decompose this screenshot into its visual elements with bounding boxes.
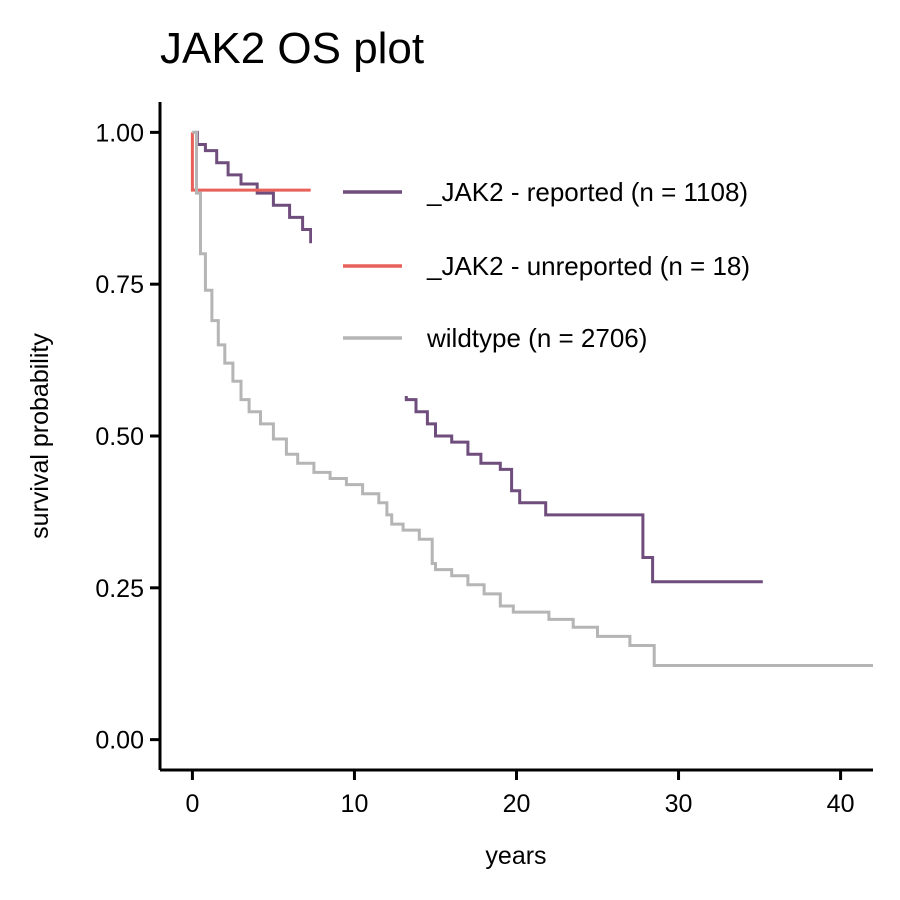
y-tick-label: 0.75 [95, 271, 144, 299]
x-tick-label: 20 [503, 790, 531, 818]
y-axis-title: survival probability [26, 333, 54, 539]
survival-curve-1 [192, 130, 763, 584]
chart-title: JAK2 OS plot [160, 24, 424, 73]
legend: _JAK2 - reported (n = 1108) _JAK2 - unrep… [312, 150, 852, 396]
x-tick-label: 0 [185, 790, 199, 818]
survival-curve-2 [190, 132, 311, 192]
y-tick-label: 1.00 [95, 119, 144, 147]
x-tick-label: 40 [827, 790, 855, 818]
legend-label: _JAK2 - unreported (n = 18) [426, 251, 750, 281]
y-tick-label: 0.50 [95, 423, 144, 451]
axes: 0.00 0.25 0.50 0.75 1.00 0 10 20 30 40 [95, 102, 873, 818]
x-axis-title: years [485, 842, 546, 870]
y-tick-label: 0.25 [95, 575, 144, 603]
y-tick-label: 0.00 [95, 727, 144, 755]
x-tick-label: 30 [665, 790, 693, 818]
x-tick-label: 10 [341, 790, 369, 818]
legend-label: _JAK2 - reported (n = 1108) [426, 177, 748, 207]
survival-curves [190, 130, 873, 667]
survival-curve-3 [192, 130, 873, 667]
legend-label: wildtype (n = 2706) [426, 323, 647, 353]
